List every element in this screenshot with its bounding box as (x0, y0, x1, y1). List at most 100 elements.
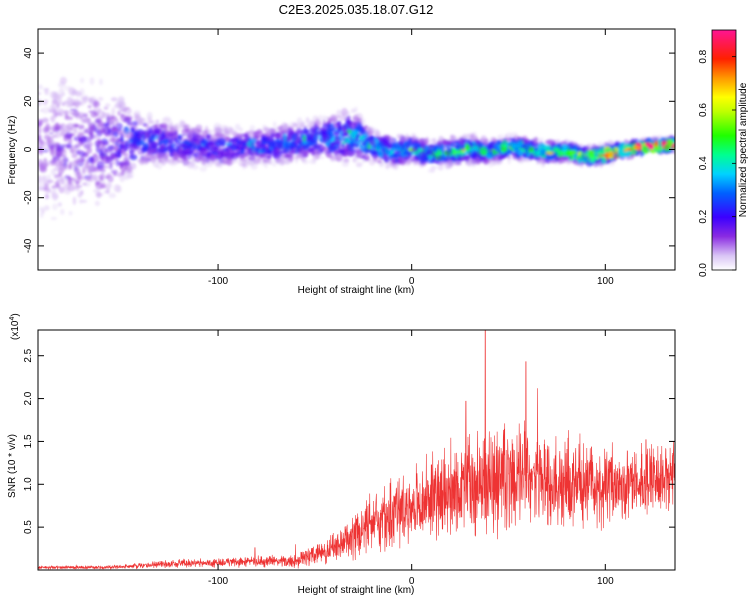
spectrogram-cell (94, 200, 100, 206)
spectrogram-cell (301, 158, 306, 163)
spectrogram-cell (113, 131, 119, 138)
spectrogram-cell (540, 148, 546, 155)
spectrogram-cell (176, 159, 185, 163)
spectrogram-y-tick-label: 40 (23, 47, 34, 59)
spectrogram-cell (177, 152, 185, 159)
spectrogram-cell (88, 110, 97, 114)
spectrogram-x-tick-label: 0 (409, 276, 415, 287)
spectrogram-cell (280, 129, 288, 133)
spectrogram-cell (72, 196, 77, 205)
spectrogram-cell (86, 147, 93, 154)
spectrogram-cell (41, 117, 49, 123)
spectrogram-cell (103, 141, 110, 146)
spectrogram-cell (362, 153, 370, 161)
spectrogram-cell (50, 216, 57, 221)
spectrogram-cell (298, 151, 304, 157)
spectrogram-cell (138, 117, 144, 124)
spectrogram-cell (270, 133, 278, 137)
spectrogram-cell (500, 146, 508, 153)
spectrogram-cell (63, 183, 71, 191)
spectrogram-cell (302, 128, 310, 133)
spectrogram-cell (161, 139, 170, 143)
snr-panel: -100 0 100 0.5 1.0 1.5 2.0 2.5 Height of straig… (7, 313, 676, 596)
spectrogram-cell (77, 191, 83, 197)
spectrogram-cell (137, 151, 144, 155)
snr-x-axis-label: Height of straight line (km) (298, 585, 415, 596)
spectrogram-cell (210, 136, 219, 142)
spectrogram-cell (321, 128, 328, 132)
spectrogram-cell (44, 99, 49, 103)
spectrogram-cell (43, 134, 51, 141)
spectrogram-cell (347, 151, 356, 157)
spectrogram-cell (303, 143, 310, 150)
spectrogram-cell (520, 158, 529, 162)
spectrogram-cell (578, 147, 584, 152)
spectrogram-cell (286, 154, 293, 158)
spectrogram-cell (595, 145, 603, 149)
spectrogram-cell (309, 121, 316, 125)
spectrogram-cell (538, 143, 547, 151)
spectrogram-cell (123, 156, 130, 162)
spectrogram-cell (55, 112, 62, 116)
spectrogram-cell (531, 140, 535, 144)
colorbar-tick-label: 0.6 (698, 103, 709, 117)
spectrogram-cell (295, 127, 303, 133)
spectrogram-cell (115, 158, 119, 167)
spectrogram-cell (57, 202, 62, 207)
spectrogram-cell (44, 88, 48, 94)
spectrogram-cell (523, 146, 531, 151)
spectrogram-cell (120, 114, 128, 123)
spectrogram-cell (50, 115, 56, 123)
spectrogram-cell (109, 139, 114, 143)
spectrogram-cell (533, 143, 540, 152)
spectrogram-cell (569, 150, 577, 155)
spectrogram-cell (69, 148, 75, 154)
spectrogram-cell (254, 147, 260, 153)
spectrogram-cell (194, 155, 202, 163)
spectrogram-cell (512, 157, 517, 161)
spectrogram-cell (89, 100, 93, 106)
spectrogram-ticks: -100 0 100 -40 -20 0 20 40 (23, 29, 675, 287)
spectrogram-cell (239, 157, 247, 162)
colorbar-tick-label: 0.4 (698, 156, 709, 170)
spectrogram-cell (304, 131, 311, 135)
spectrogram-cell (287, 126, 295, 131)
spectrogram-cell (187, 143, 196, 152)
spectrogram-cell (305, 134, 310, 142)
spectrogram-cell (369, 139, 377, 146)
spectrogram-cell (348, 120, 353, 127)
spectrogram-cell (47, 143, 55, 149)
spectrogram-cell (68, 211, 73, 216)
spectrogram-cell (279, 150, 287, 154)
spectrogram-cell (82, 135, 87, 141)
spectrogram-cell (51, 125, 56, 132)
spectrogram-cell (97, 97, 104, 101)
spectrogram-cell (130, 127, 135, 132)
spectrogram-cell (440, 143, 445, 150)
spectrogram-cell (82, 117, 91, 124)
spectrogram-cell (534, 136, 539, 145)
spectrogram-cell (206, 133, 211, 141)
spectrogram-cell (529, 152, 534, 161)
spectrogram-cell (121, 160, 128, 166)
spectrogram-cell (238, 127, 244, 132)
spectrogram-cell (143, 123, 147, 127)
spectrogram-cell (587, 152, 595, 159)
spectrogram-cell (632, 149, 639, 153)
spectrogram-cell (42, 160, 50, 168)
spectrogram-cell (174, 130, 178, 136)
spectrogram-cell (144, 133, 151, 139)
spectrogram-cell (152, 142, 158, 150)
spectrogram-cell (492, 149, 496, 156)
spectrogram-cell (444, 162, 451, 170)
spectrogram-cell (161, 117, 169, 124)
spectrogram-cell (445, 148, 453, 156)
spectrogram-cell (398, 156, 403, 163)
spectrogram-cell (336, 121, 341, 129)
spectrogram-cell (630, 140, 638, 145)
spectrogram-cell (432, 153, 437, 162)
spectrogram-cell (247, 157, 255, 160)
spectrogram-cell (384, 142, 392, 149)
spectrogram-cell (457, 153, 462, 161)
